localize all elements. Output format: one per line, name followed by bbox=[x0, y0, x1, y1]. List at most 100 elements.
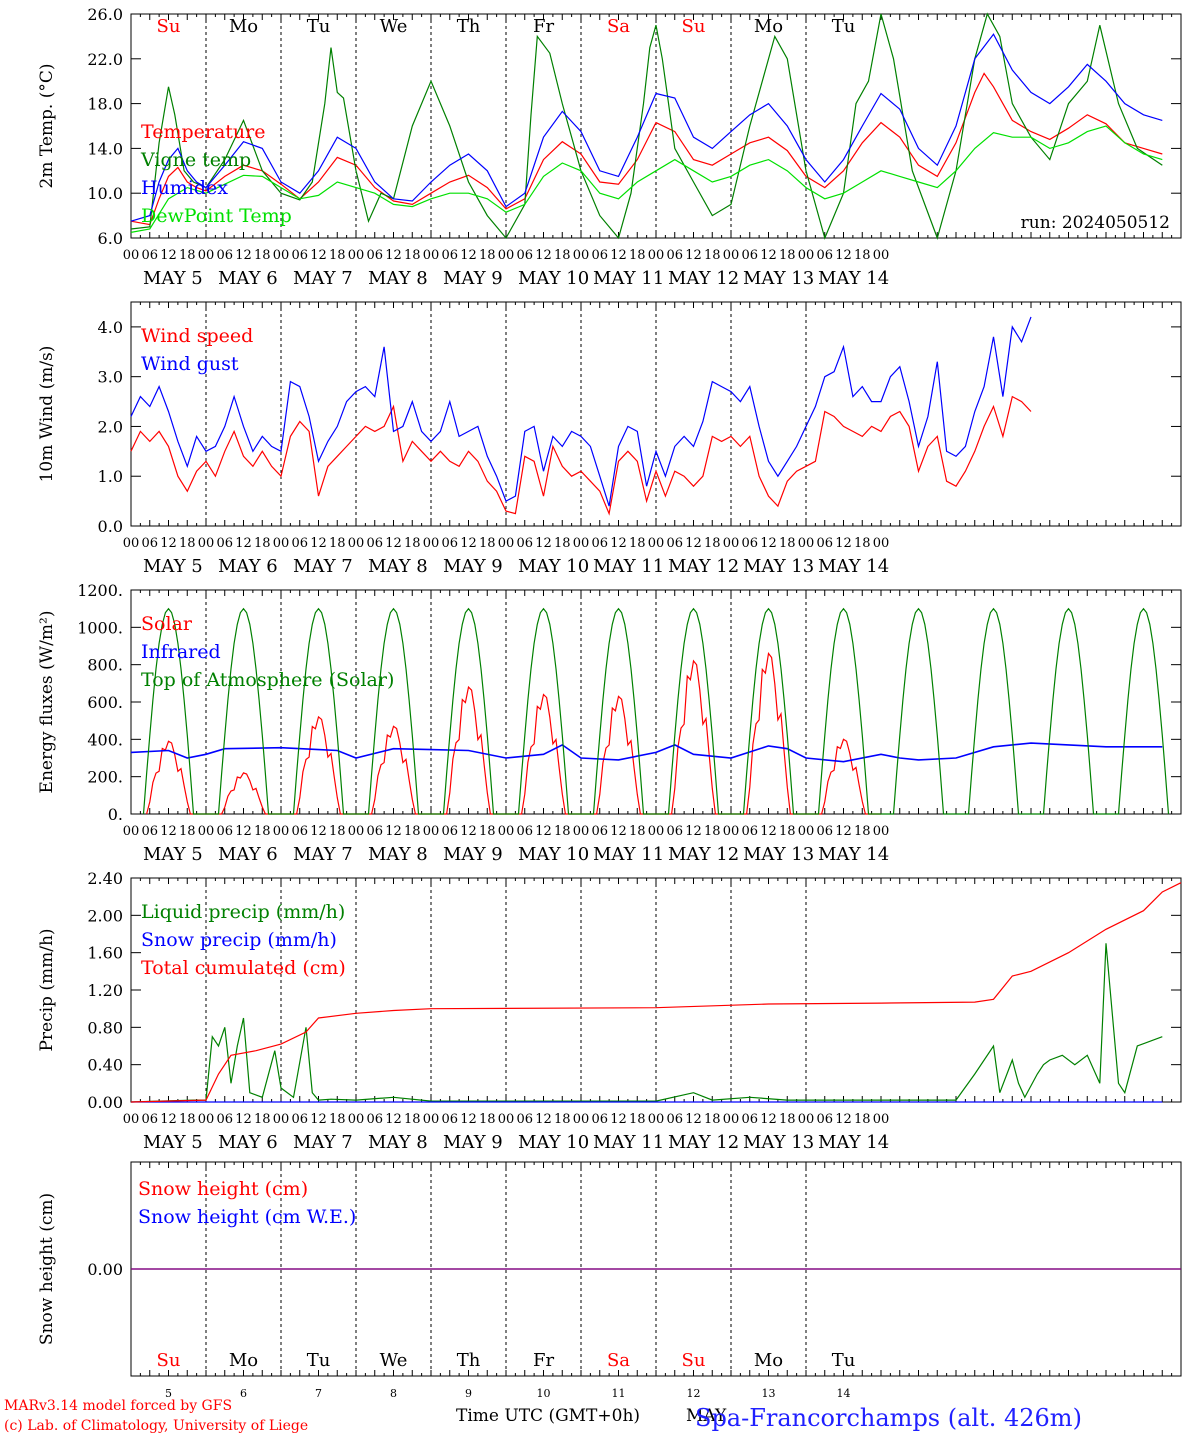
temp-series bbox=[130, 12, 1163, 240]
weekday-label-bottom: Fr bbox=[533, 1350, 554, 1371]
legend-entry: Temperature bbox=[141, 121, 265, 143]
hour-label: 06 bbox=[216, 824, 233, 839]
date-label: MAY 12 bbox=[668, 556, 739, 577]
hour-label: 12 bbox=[460, 824, 477, 839]
hour-label: 12 bbox=[760, 1112, 777, 1127]
legend-entry: Wind gust bbox=[141, 353, 239, 375]
hour-label: 06 bbox=[516, 824, 533, 839]
hour-label: 00 bbox=[423, 824, 440, 839]
series-line bbox=[130, 12, 1163, 240]
date-label: MAY 9 bbox=[443, 556, 503, 577]
date-label: MAY 10 bbox=[518, 844, 589, 865]
hour-label: 18 bbox=[404, 248, 421, 263]
series-line bbox=[142, 607, 1170, 815]
hour-label: 00 bbox=[648, 536, 665, 551]
precip-ylabel: Precip (mm/h) bbox=[37, 928, 57, 1051]
hour-label: 00 bbox=[798, 824, 815, 839]
xaxis-month: MAY bbox=[686, 1406, 727, 1426]
hour-label: 18 bbox=[404, 536, 421, 551]
hour-label: 00 bbox=[273, 248, 290, 263]
date-label: MAY 5 bbox=[143, 556, 203, 577]
hour-label: 18 bbox=[404, 1112, 421, 1127]
hour-label: 18 bbox=[479, 1112, 496, 1127]
series-line bbox=[130, 125, 1163, 233]
date-label: MAY 7 bbox=[293, 268, 353, 289]
hour-label: 00 bbox=[423, 1112, 440, 1127]
weekday-label-bottom: Mo bbox=[754, 1350, 783, 1371]
day-number: 7 bbox=[315, 1387, 322, 1400]
y-tick-label: 1.20 bbox=[87, 981, 123, 1000]
day-number: 6 bbox=[240, 1387, 247, 1400]
day-number: 11 bbox=[612, 1387, 626, 1400]
weekday-label-bottom: Su bbox=[157, 1350, 181, 1371]
series-line bbox=[130, 72, 1163, 226]
hour-label: 12 bbox=[160, 536, 177, 551]
model-credit: MARv3.14 model forced by GFS bbox=[4, 1398, 233, 1414]
y-tick-label: 22.0 bbox=[87, 50, 123, 69]
date-label: MAY 5 bbox=[143, 1132, 203, 1153]
hour-label: 12 bbox=[760, 536, 777, 551]
legend-entry: Top of Atmosphere (Solar) bbox=[141, 669, 394, 691]
day-number: 5 bbox=[165, 1387, 172, 1400]
weekday-label-top: Mo bbox=[754, 16, 783, 37]
hour-label: 12 bbox=[610, 248, 627, 263]
hour-label: 18 bbox=[554, 1112, 571, 1127]
hour-label: 06 bbox=[366, 248, 383, 263]
hour-label: 06 bbox=[141, 536, 158, 551]
weekday-label-top: We bbox=[380, 16, 408, 37]
weekday-label-top: Su bbox=[682, 16, 706, 37]
date-label: MAY 11 bbox=[593, 844, 664, 865]
hour-label: 00 bbox=[873, 248, 890, 263]
weekday-label-bottom: Tu bbox=[307, 1350, 331, 1371]
date-label: MAY 14 bbox=[818, 1132, 889, 1153]
hour-label: 06 bbox=[666, 536, 683, 551]
hour-label: 06 bbox=[741, 248, 758, 263]
hour-label: 00 bbox=[498, 248, 515, 263]
date-label: MAY 6 bbox=[218, 844, 278, 865]
date-label: MAY 6 bbox=[218, 1132, 278, 1153]
y-tick-label: 1.0 bbox=[98, 467, 123, 486]
y-tick-label: 10.0 bbox=[87, 184, 123, 203]
y-tick-label: 0.80 bbox=[87, 1018, 123, 1037]
weekday-label-top: Mo bbox=[229, 16, 258, 37]
energy-series bbox=[130, 607, 1170, 815]
weekday-label-top: Th bbox=[457, 16, 481, 37]
date-label: MAY 13 bbox=[743, 556, 814, 577]
hour-label: 00 bbox=[573, 248, 590, 263]
hour-label: 12 bbox=[535, 1112, 552, 1127]
hour-label: 06 bbox=[816, 1112, 833, 1127]
hour-label: 00 bbox=[348, 824, 365, 839]
hour-label: 06 bbox=[591, 824, 608, 839]
weekday-label-top: Tu bbox=[832, 16, 856, 37]
date-label: MAY 6 bbox=[218, 556, 278, 577]
hour-label: 12 bbox=[535, 536, 552, 551]
hour-label: 18 bbox=[479, 248, 496, 263]
hour-label: 00 bbox=[723, 1112, 740, 1127]
temp-ylabel: 2m Temp. (°C) bbox=[37, 63, 57, 188]
energy-frame bbox=[130, 589, 1182, 815]
hour-label: 18 bbox=[854, 824, 871, 839]
hour-label: 18 bbox=[179, 1112, 196, 1127]
run-annotation: run: 2024050512 bbox=[1021, 213, 1170, 233]
hour-label: 06 bbox=[516, 536, 533, 551]
date-label: MAY 10 bbox=[518, 556, 589, 577]
hour-label: 12 bbox=[160, 824, 177, 839]
legend-entry: Total cumulated (cm) bbox=[141, 957, 346, 979]
weekday-label-bottom: Tu bbox=[832, 1350, 856, 1371]
wind-ylabel: 10m Wind (m/s) bbox=[37, 346, 57, 483]
hour-label: 12 bbox=[760, 824, 777, 839]
hour-label: 06 bbox=[516, 1112, 533, 1127]
hour-label: 00 bbox=[423, 248, 440, 263]
hour-label: 12 bbox=[535, 248, 552, 263]
hour-label: 06 bbox=[666, 1112, 683, 1127]
date-label: MAY 14 bbox=[818, 556, 889, 577]
y-tick-label: 1.60 bbox=[87, 944, 123, 963]
weekday-label-bottom: Su bbox=[682, 1350, 706, 1371]
hour-label: 12 bbox=[685, 1112, 702, 1127]
hour-label: 18 bbox=[704, 248, 721, 263]
hour-label: 18 bbox=[629, 536, 646, 551]
date-label: MAY 11 bbox=[593, 556, 664, 577]
hour-label: 06 bbox=[441, 1112, 458, 1127]
hour-label: 18 bbox=[179, 248, 196, 263]
hour-label: 18 bbox=[629, 1112, 646, 1127]
